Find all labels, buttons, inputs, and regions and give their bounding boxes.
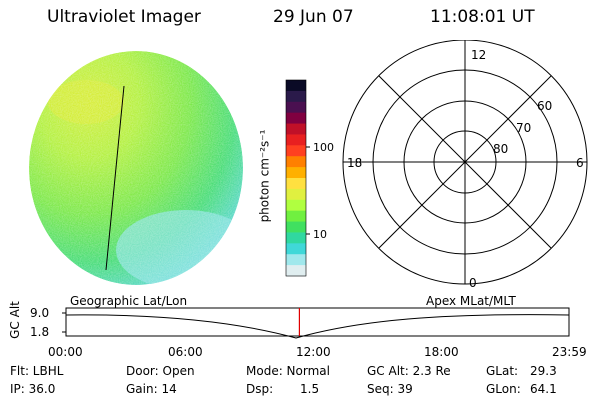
polar-grid: 12 18 6 0 60 70 80 [342, 40, 588, 290]
door-info: Door: Open [126, 364, 195, 378]
dsp-value: 1.5 [300, 382, 320, 396]
colorbar-cell [286, 188, 306, 201]
instrument-title: Ultraviolet Imager [47, 7, 201, 27]
altitude-panel: GC Alt 9.0 1.8 Geographic Lat/Lon Apex M… [0, 292, 600, 376]
colorbar-cell [286, 199, 306, 212]
mode-info: Mode: Normal [246, 364, 330, 378]
filter-info: Flt: LBHL [10, 364, 64, 378]
date-label: 29 Jun 07 [273, 7, 354, 27]
xtick-00-00: 00:00 [48, 345, 83, 359]
colorbar-cell [286, 134, 306, 146]
xtick-06-00: 06:00 [168, 345, 203, 359]
colorbar-cell [286, 123, 306, 135]
glat-label: GLat: [486, 364, 519, 378]
colorbar-cell [286, 167, 306, 179]
time-label: 11:08:01 UT [430, 7, 535, 27]
colorbar-cell [286, 232, 306, 244]
gc-alt-info: GC Alt: 2.3 Re [367, 364, 451, 378]
glon-label: GLon: [486, 382, 521, 396]
colorbar-cell [286, 80, 306, 92]
colorbar-cell [286, 254, 306, 266]
geographic-caption: Geographic Lat/Lon [70, 294, 188, 308]
xtick-18-00: 18:00 [424, 345, 459, 359]
terminator-line [105, 85, 125, 271]
ip-info: IP: 36.0 [10, 382, 56, 396]
mlt-label-6: 6 [576, 156, 584, 170]
colorbar-cell [286, 243, 306, 255]
colorbar-cell [286, 178, 306, 190]
colorbar-tick-10: 10 [313, 228, 327, 241]
mlt-label-18: 18 [347, 156, 362, 170]
colorbar-tick-100: 100 [313, 141, 334, 154]
apex-caption: Apex MLat/MLT [426, 294, 516, 308]
colorbar-cell [286, 90, 306, 103]
colorbar-unit-label: photon cm⁻²s⁻¹ [257, 129, 272, 223]
colorbar-cell [286, 156, 306, 168]
xtick-12-00: 12:00 [296, 345, 331, 359]
mlt-label-0: 0 [469, 276, 477, 290]
colorbar-cell [286, 210, 306, 223]
colorbar-cell [286, 112, 306, 125]
altitude-ylabel: GC Alt [7, 301, 22, 339]
glon-value: 64.1 [530, 382, 557, 396]
lat-label-80: 80 [493, 142, 508, 156]
lat-label-60: 60 [537, 99, 552, 113]
colorbar-cell [286, 265, 306, 277]
gain-info: Gain: 14 [126, 382, 177, 396]
colorbar-cell [286, 145, 306, 157]
dsp-label: Dsp: [246, 382, 274, 396]
altitude-curve [65, 314, 570, 339]
mlt-label-12: 12 [471, 48, 486, 62]
colorbar-cell [286, 221, 306, 233]
uv-image-disk [29, 51, 243, 285]
colorbar: 100 10 photon cm⁻²s⁻¹ [257, 72, 334, 286]
glat-value: 29.3 [530, 364, 557, 378]
colorbar-cell [286, 101, 306, 114]
seq-info: Seq: 39 [367, 382, 413, 396]
xtick-23-59: 23:59 [552, 345, 587, 359]
altitude-ytick-1-8: 1.8 [30, 325, 50, 339]
altitude-ytick-9: 9.0 [30, 306, 50, 320]
lat-label-70: 70 [516, 121, 531, 135]
